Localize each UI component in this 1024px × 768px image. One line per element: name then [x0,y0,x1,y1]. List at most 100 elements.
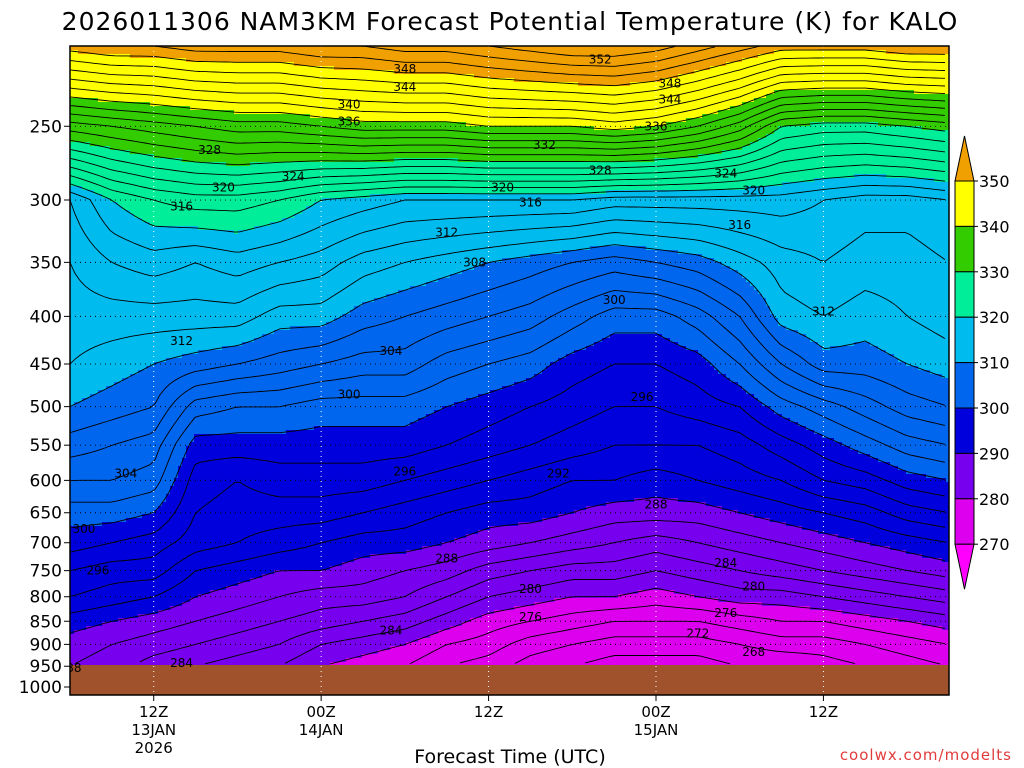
temperature-cell [150,530,155,535]
temperature-cell [198,74,203,79]
temperature-cell [154,634,159,639]
temperature-cell [102,462,107,467]
temperature-cell [170,298,175,303]
temperature-cell [150,254,155,259]
temperature-cell [82,270,87,275]
temperature-cell [142,210,147,215]
temperature-cell [150,286,155,291]
temperature-cell [70,66,75,71]
temperature-cell [182,602,187,607]
temperature-cell [74,114,79,119]
temperature-cell [126,134,131,139]
temperature-cell [74,434,79,439]
temperature-cell [90,198,95,203]
temperature-cell [190,178,195,183]
temperature-cell [82,626,87,631]
temperature-cell [110,234,115,239]
temperature-cell [162,318,167,323]
temperature-cell [158,298,163,303]
temperature-cell [106,294,111,299]
temperature-cell [194,498,199,503]
temperature-cell [94,594,99,599]
temperature-cell [162,586,167,591]
temperature-cell [130,110,135,115]
temperature-cell [150,322,155,327]
temperature-cell [150,206,155,211]
temperature-cell [106,566,111,571]
temperature-cell [74,202,79,207]
temperature-cell [122,566,127,571]
temperature-cell [82,410,87,415]
temperature-cell [134,542,139,547]
temperature-cell [134,602,139,607]
temperature-cell [126,506,131,511]
temperature-cell [114,114,119,119]
temperature-cell [178,658,183,663]
temperature-cell [114,178,119,183]
temperature-cell [178,94,183,99]
temperature-cell [194,602,199,607]
temperature-cell [174,434,179,439]
temperature-cell [122,190,127,195]
temperature-cell [82,194,87,199]
temperature-cell [122,282,127,287]
temperature-cell [158,514,163,519]
temperature-cell [186,186,191,191]
temperature-cell [86,186,91,191]
temperature-cell [162,222,167,227]
temperature-cell [182,558,187,563]
temperature-cell [106,110,111,115]
temperature-cell [178,322,183,327]
temperature-cell [94,466,99,471]
temperature-cell [190,294,195,299]
temperature-cell [70,418,75,423]
temperature-cell [146,362,151,367]
temperature-cell [146,398,151,403]
temperature-cell [74,574,79,579]
temperature-cell [138,502,143,507]
temperature-cell [126,370,131,375]
temperature-cell [74,650,79,655]
temperature-cell [98,574,103,579]
temperature-cell [182,182,187,187]
temperature-cell [94,142,99,147]
temperature-cell [166,258,171,263]
temperature-cell [74,490,79,495]
temperature-cell [150,146,155,151]
temperature-cell [186,262,191,267]
temperature-cell [86,486,91,491]
temperature-cell [118,606,123,611]
temperature-cell [74,614,79,619]
temperature-cell [94,474,99,479]
temperature-cell [118,434,123,439]
temperature-cell [190,426,195,431]
temperature-cell [82,138,87,143]
temperature-cell [138,70,143,75]
temperature-cell [182,126,187,131]
temperature-cell [130,530,135,535]
temperature-cell [162,606,167,611]
temperature-cell [142,654,147,659]
temperature-cell [182,606,187,611]
temperature-cell [190,634,195,639]
temperature-cell [134,234,139,239]
temperature-cell [86,370,91,375]
temperature-cell [114,450,119,455]
temperature-cell [146,606,151,611]
temperature-cell [150,538,155,543]
temperature-cell [186,630,191,635]
temperature-cell [94,222,99,227]
temperature-cell [110,302,115,307]
temperature-cell [138,250,143,255]
temperature-cell [170,162,175,167]
temperature-cell [194,202,199,207]
temperature-cell [162,134,167,139]
temperature-cell [158,438,163,443]
temperature-cell [126,466,131,471]
temperature-cell [174,634,179,639]
temperature-cell [154,622,159,627]
temperature-cell [126,598,131,603]
temperature-cell [170,614,175,619]
temperature-cell [186,374,191,379]
temperature-cell [130,158,135,163]
